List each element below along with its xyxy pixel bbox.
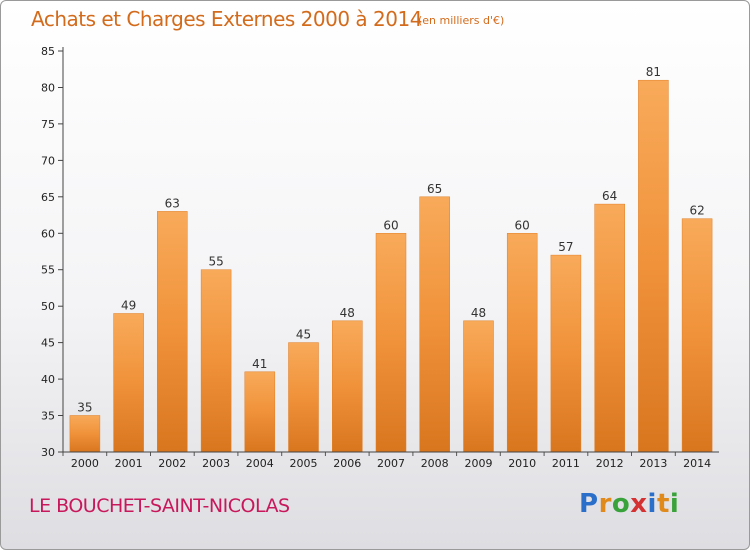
bar-2004 <box>244 371 276 453</box>
logo-letter: r <box>598 489 612 519</box>
x-tick-label-2011: 2011 <box>552 457 580 470</box>
y-tick-label-35: 35 <box>41 410 55 423</box>
x-tick-label-2008: 2008 <box>421 457 449 470</box>
logo-letter: i <box>647 489 657 519</box>
x-tick-label-2012: 2012 <box>596 457 624 470</box>
y-tick-label-65: 65 <box>41 191 55 204</box>
bar-2002 <box>157 211 188 453</box>
x-tick-label-2002: 2002 <box>158 457 186 470</box>
y-tick-label-70: 70 <box>41 154 55 167</box>
value-label-2010: 60 <box>515 218 530 232</box>
x-tick-label-2000: 2000 <box>71 457 99 470</box>
y-tick-label-85: 85 <box>41 45 55 58</box>
value-label-2002: 63 <box>165 196 180 210</box>
x-tick-label-2006: 2006 <box>333 457 361 470</box>
x-tick-label-2007: 2007 <box>377 457 405 470</box>
value-label-2014: 62 <box>689 204 704 218</box>
logo-letter: t <box>656 489 670 519</box>
y-tick-label-55: 55 <box>41 264 55 277</box>
y-tick-label-60: 60 <box>41 227 55 240</box>
y-tick-label-45: 45 <box>41 337 55 350</box>
y-tick-label-40: 40 <box>41 373 55 386</box>
x-tick-label-2009: 2009 <box>465 457 493 470</box>
bar-2012 <box>594 203 625 453</box>
bar-2000 <box>69 415 101 453</box>
value-label-2012: 64 <box>602 189 617 203</box>
value-label-2007: 60 <box>383 218 398 232</box>
bars-group: 35 49 63 55 41 45 48 60 65 48 60 57 64 81 62 <box>69 65 713 453</box>
x-tick-label-2001: 2001 <box>115 457 143 470</box>
bar-2005 <box>288 342 319 453</box>
value-label-2013: 81 <box>646 65 661 79</box>
y-tick-label-50: 50 <box>41 300 55 313</box>
y-tick-label-75: 75 <box>41 118 55 131</box>
x-tick-label-2013: 2013 <box>639 457 667 470</box>
chart-title: Achats et Charges Externes 2000 à 2014 <box>31 7 422 31</box>
value-label-2006: 48 <box>340 306 355 320</box>
bar-2009 <box>463 320 494 453</box>
value-label-2008: 65 <box>427 182 442 196</box>
bar-2011 <box>550 254 582 453</box>
value-label-2004: 41 <box>252 357 267 371</box>
bar-2006 <box>332 320 363 453</box>
bar-2008 <box>419 196 450 453</box>
bar-2003 <box>200 269 232 453</box>
y-tick-label-30: 30 <box>41 446 55 459</box>
value-label-2011: 57 <box>558 240 573 254</box>
bar-2014 <box>681 218 713 453</box>
value-label-2001: 49 <box>121 299 136 313</box>
place-name: LE BOUCHET-SAINT-NICOLAS <box>29 495 290 517</box>
bar-2013 <box>638 79 669 453</box>
x-tick-label-2003: 2003 <box>202 457 230 470</box>
x-tick-label-2005: 2005 <box>290 457 318 470</box>
axes-group: 2000 2001 2002 2003 2004 2005 2006 2007 2008 2009… <box>41 45 719 470</box>
logo-letter: i <box>669 489 680 519</box>
logo-letter: P <box>579 489 599 519</box>
value-label-2000: 35 <box>77 401 92 415</box>
logo-letter: o <box>611 489 631 519</box>
proxiti-logo: Proxiti <box>579 489 679 519</box>
x-tick-label-2014: 2014 <box>683 457 711 470</box>
bar-2010 <box>506 233 538 453</box>
x-tick-label-2004: 2004 <box>246 457 274 470</box>
chart-subtitle: (en milliers d'€) <box>418 14 505 27</box>
value-label-2005: 45 <box>296 328 311 342</box>
value-label-2003: 55 <box>208 255 223 269</box>
x-tick-label-2010: 2010 <box>508 457 536 470</box>
value-label-2009: 48 <box>471 306 486 320</box>
y-tick-label-80: 80 <box>41 82 55 95</box>
bar-2001 <box>113 313 144 453</box>
bar-2007 <box>375 233 407 453</box>
logo-letter: x <box>630 489 648 519</box>
